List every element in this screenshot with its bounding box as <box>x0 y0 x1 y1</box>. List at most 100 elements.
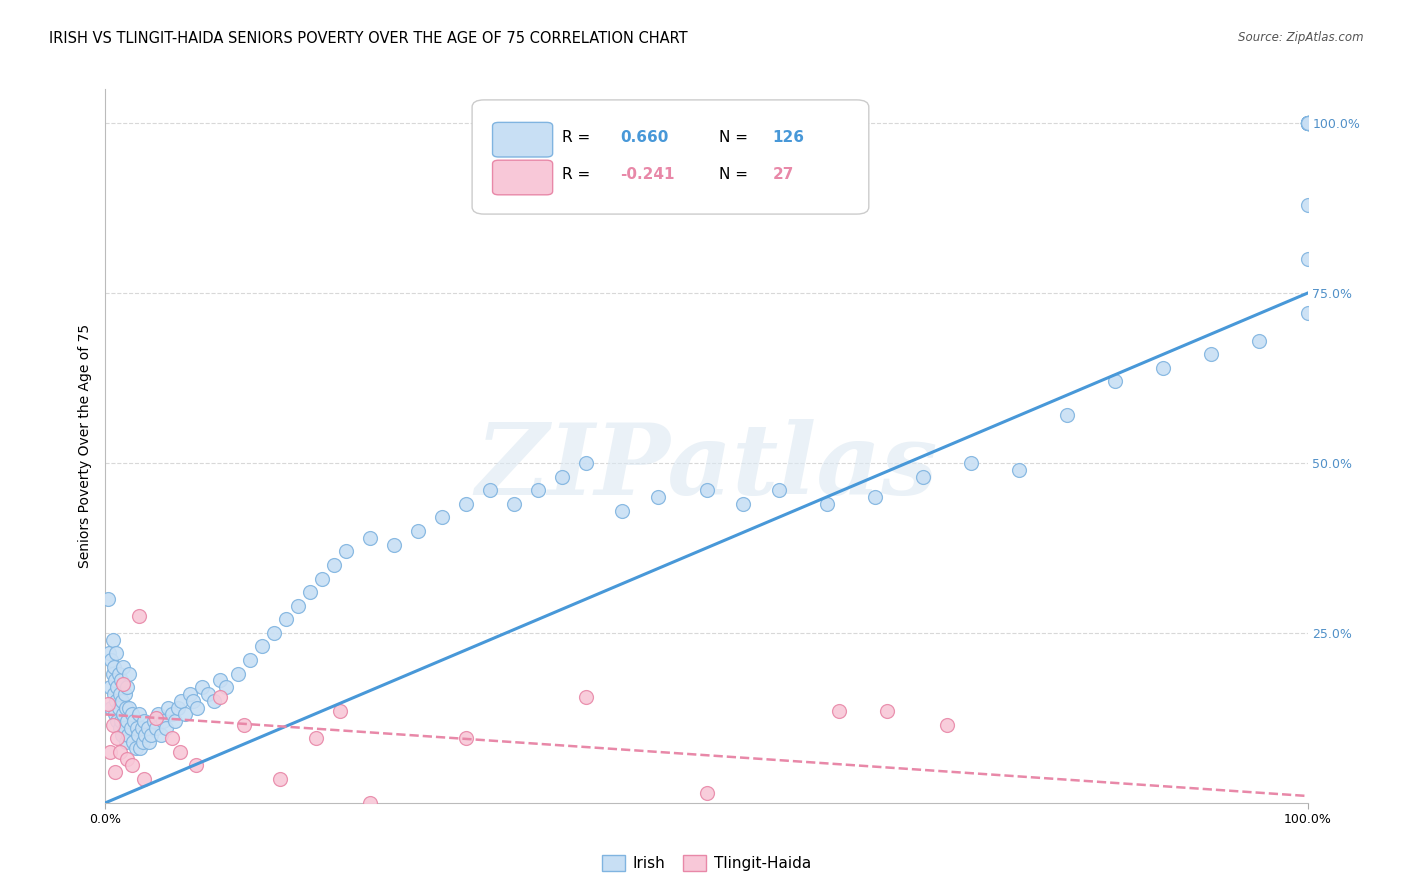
Point <box>911 469 934 483</box>
Point <box>103 660 125 674</box>
Text: ZIPatlas: ZIPatlas <box>475 419 938 516</box>
Point <box>117 728 139 742</box>
Point <box>132 772 155 786</box>
Point <box>145 711 167 725</box>
Point <box>156 700 179 714</box>
Point <box>696 786 718 800</box>
Point <box>335 544 357 558</box>
Point <box>132 714 155 729</box>
Point <box>121 758 143 772</box>
Point <box>1296 116 1319 130</box>
Point <box>112 707 135 722</box>
Point <box>120 721 142 735</box>
Point <box>1296 198 1319 212</box>
Point <box>103 687 125 701</box>
Point <box>121 707 143 722</box>
Text: R =: R = <box>562 168 595 182</box>
Point <box>128 608 150 623</box>
Point <box>322 558 344 572</box>
Point <box>575 456 598 470</box>
Point <box>128 707 150 722</box>
Point <box>1296 252 1319 266</box>
Legend: Irish, Tlingit-Haida: Irish, Tlingit-Haida <box>596 849 817 877</box>
Point <box>138 734 160 748</box>
Point <box>1296 116 1319 130</box>
Point <box>97 591 120 606</box>
Point <box>1008 463 1031 477</box>
Point <box>1296 116 1319 130</box>
Point <box>100 653 122 667</box>
Point <box>527 483 550 498</box>
Point <box>863 490 886 504</box>
Point <box>107 666 129 681</box>
Point <box>454 731 477 746</box>
Point <box>131 721 153 735</box>
Point <box>111 694 134 708</box>
Point <box>112 677 135 691</box>
Point <box>107 714 129 729</box>
Point <box>1296 116 1319 130</box>
Point <box>359 796 381 810</box>
Point <box>101 717 124 731</box>
Point <box>1296 116 1319 130</box>
Point <box>98 680 121 694</box>
Point <box>551 469 574 483</box>
Point <box>139 728 162 742</box>
Point <box>1296 116 1319 130</box>
Point <box>575 690 598 705</box>
Point <box>98 745 121 759</box>
Point <box>111 728 134 742</box>
Point <box>97 698 120 712</box>
Point <box>287 599 309 613</box>
Point <box>110 714 132 729</box>
Point <box>98 646 121 660</box>
Point <box>101 666 124 681</box>
Point <box>142 714 165 729</box>
Point <box>1296 116 1319 130</box>
Point <box>145 721 167 735</box>
Point <box>160 707 183 722</box>
Point <box>1296 306 1319 320</box>
Point <box>1296 116 1319 130</box>
Point <box>612 503 634 517</box>
Point <box>1296 116 1319 130</box>
Point <box>1249 334 1271 348</box>
Point <box>430 510 453 524</box>
Point <box>107 680 129 694</box>
Point <box>202 694 225 708</box>
Point <box>329 704 352 718</box>
Point <box>115 734 138 748</box>
Point <box>232 717 254 731</box>
Point <box>112 660 135 674</box>
Point <box>155 721 177 735</box>
Point <box>160 731 183 746</box>
Text: N =: N = <box>718 129 752 145</box>
Point <box>936 717 959 731</box>
Point <box>107 731 129 746</box>
Point <box>1201 347 1223 361</box>
Point <box>169 745 191 759</box>
Y-axis label: Seniors Poverty Over the Age of 75: Seniors Poverty Over the Age of 75 <box>79 324 93 568</box>
Point <box>173 707 195 722</box>
Text: N =: N = <box>718 168 752 182</box>
Point <box>124 741 146 756</box>
Point <box>1152 360 1174 375</box>
Point <box>298 585 321 599</box>
Point <box>118 700 141 714</box>
Point <box>124 714 146 729</box>
Point <box>208 690 231 705</box>
Point <box>1296 116 1319 130</box>
Point <box>166 700 188 714</box>
Point <box>1296 116 1319 130</box>
Point <box>110 673 132 688</box>
Point <box>122 734 145 748</box>
Point <box>190 680 212 694</box>
Point <box>311 572 333 586</box>
Point <box>696 483 718 498</box>
Point <box>382 537 405 551</box>
Point <box>186 700 208 714</box>
Point <box>101 632 124 647</box>
Point <box>170 694 193 708</box>
Point <box>179 687 201 701</box>
Point <box>1296 116 1319 130</box>
